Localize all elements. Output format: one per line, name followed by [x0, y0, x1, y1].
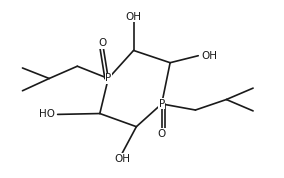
Text: OH: OH — [201, 51, 217, 61]
Text: OH: OH — [126, 12, 141, 22]
Text: O: O — [99, 38, 107, 48]
Text: OH: OH — [114, 154, 130, 164]
Text: P: P — [105, 74, 111, 83]
Text: P: P — [158, 99, 165, 109]
Text: HO: HO — [39, 109, 55, 119]
Text: O: O — [158, 129, 166, 139]
